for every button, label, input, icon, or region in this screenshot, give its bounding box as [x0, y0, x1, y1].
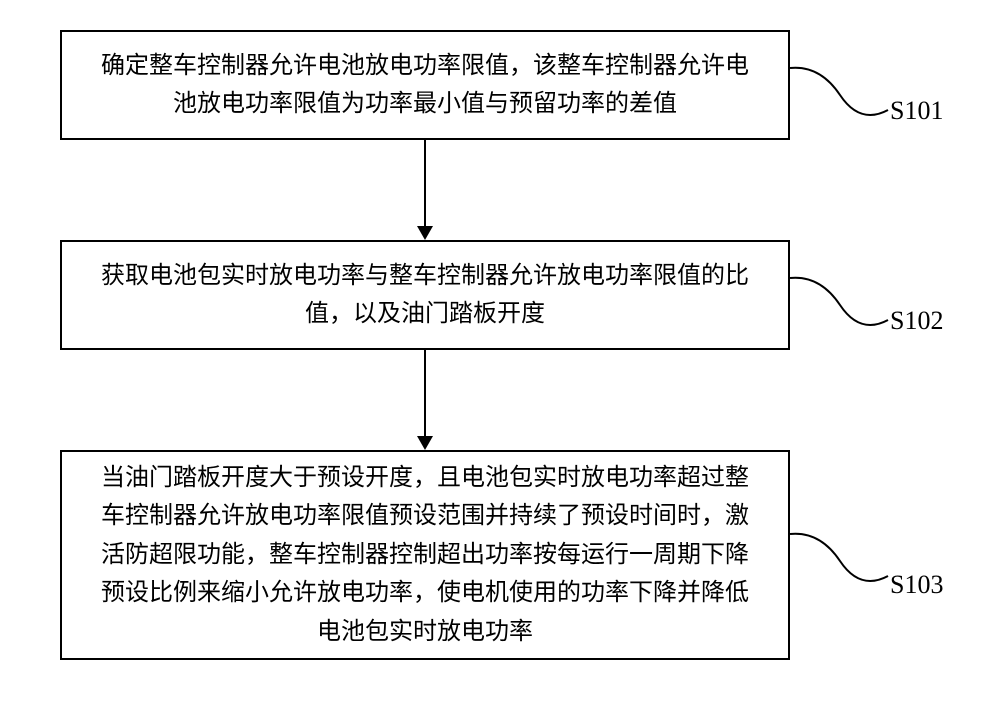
flow-step-s103: 当油门踏板开度大于预设开度，且电池包实时放电功率超过整车控制器允许放电功率限值预… [60, 450, 790, 660]
step-label-text: S103 [890, 570, 943, 599]
label-connector-s101 [790, 60, 890, 140]
flow-step-text: 确定整车控制器允许电池放电功率限值，该整车控制器允许电池放电功率限值为功率最小值… [90, 47, 760, 124]
arrow-line-2 [424, 350, 426, 436]
flow-step-text: 获取电池包实时放电功率与整车控制器允许放电功率限值的比值，以及油门踏板开度 [90, 257, 760, 334]
step-label-s103: S103 [890, 570, 943, 600]
flow-step-text: 当油门踏板开度大于预设开度，且电池包实时放电功率超过整车控制器允许放电功率限值预… [90, 459, 760, 651]
flow-step-s102: 获取电池包实时放电功率与整车控制器允许放电功率限值的比值，以及油门踏板开度 [60, 240, 790, 350]
label-connector-s102 [790, 270, 890, 350]
arrow-head-2 [417, 436, 433, 450]
step-label-text: S101 [890, 96, 943, 125]
step-label-text: S102 [890, 306, 943, 335]
step-label-s102: S102 [890, 306, 943, 336]
arrow-line-1 [424, 140, 426, 226]
flow-step-s101: 确定整车控制器允许电池放电功率限值，该整车控制器允许电池放电功率限值为功率最小值… [60, 30, 790, 140]
arrow-head-1 [417, 226, 433, 240]
label-connector-s103 [790, 526, 890, 606]
step-label-s101: S101 [890, 96, 943, 126]
